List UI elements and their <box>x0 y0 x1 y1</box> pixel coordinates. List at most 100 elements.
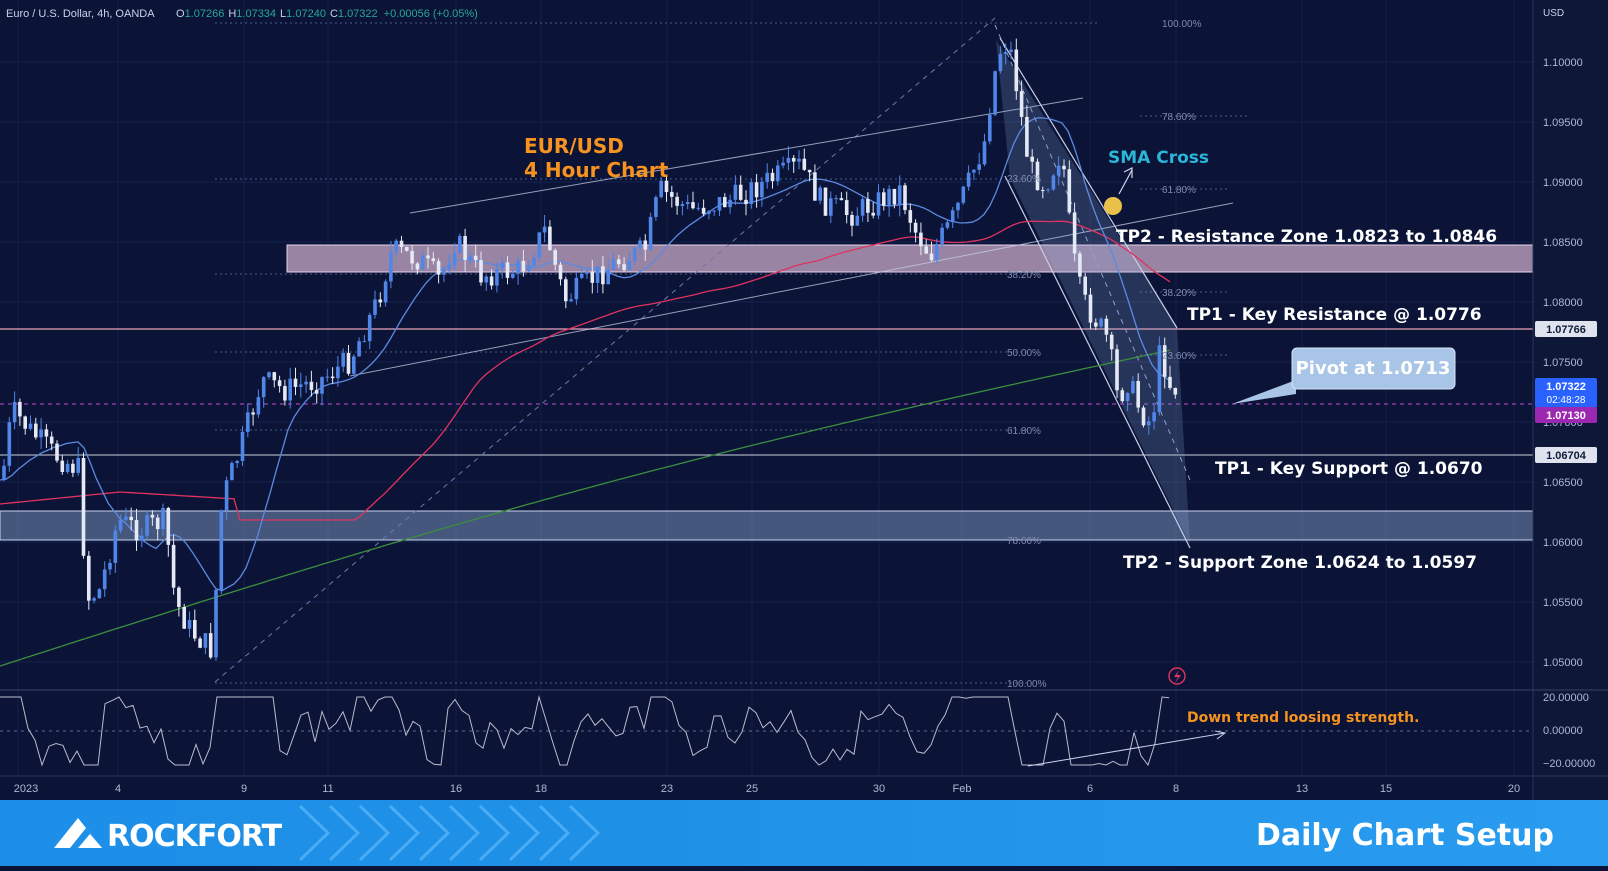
candle-body <box>606 269 610 285</box>
candle-body <box>611 259 616 270</box>
candle-body <box>468 255 473 260</box>
candle-body <box>283 386 287 401</box>
candle-body <box>1019 91 1024 117</box>
candle-body <box>76 457 80 473</box>
price-tag-label: 1.07322 <box>1546 381 1586 393</box>
candle-body <box>940 227 944 244</box>
sma-fast-line <box>0 117 1171 592</box>
candle-body <box>299 384 303 387</box>
candlestick-series <box>2 38 1178 661</box>
candle-body <box>436 261 441 275</box>
candle-body <box>717 197 722 211</box>
candle-body <box>982 141 987 165</box>
price-tick-label: 1.08500 <box>1543 237 1583 249</box>
rsi-axis-ticks: 20.00000 0.00000 −20.00000 <box>1543 692 1595 770</box>
fib-right-236: 23.60% <box>1162 351 1196 362</box>
candle-body <box>553 250 557 265</box>
candle-body <box>839 198 844 201</box>
candle-body <box>224 480 229 511</box>
candle-body <box>691 202 695 209</box>
price-axis-currency: USD <box>1543 8 1564 19</box>
candle-body <box>102 569 107 590</box>
fib-trend-line <box>214 17 996 683</box>
candle-body <box>1009 49 1013 53</box>
candle-body <box>977 164 981 170</box>
candle-body <box>415 263 420 270</box>
candle-body <box>1003 52 1008 54</box>
price-axis-ticks: 1.10000 1.09500 1.09000 1.08500 1.08000 1.075… <box>1543 57 1583 669</box>
candle-body <box>1109 334 1114 350</box>
candle-body <box>749 182 754 205</box>
candle-body <box>495 268 499 286</box>
candle-body <box>1099 318 1103 327</box>
fib-retracement-left <box>215 22 1100 684</box>
date-tick-label: 9 <box>241 783 247 795</box>
candle-body <box>924 246 928 254</box>
price-tag-timer: 02:48:28 <box>1547 395 1586 406</box>
candle-body <box>1072 212 1077 254</box>
candle-body <box>60 460 65 473</box>
candle-body <box>579 273 584 278</box>
candle-body <box>18 401 22 417</box>
candle-body <box>807 169 812 173</box>
candle-body <box>272 372 277 381</box>
candle-body <box>113 530 118 563</box>
candle-body <box>166 507 171 545</box>
candle-body <box>701 207 706 214</box>
candle-body <box>516 260 520 274</box>
candle-body <box>330 376 335 379</box>
candle-body <box>866 199 870 213</box>
footer-bar <box>0 800 1608 866</box>
price-tick-label: 1.06000 <box>1543 537 1583 549</box>
candle-body <box>87 555 91 601</box>
candle-body <box>685 202 690 205</box>
candle-body <box>251 412 255 415</box>
price-tag-label: 1.07130 <box>1546 410 1586 422</box>
candle-body <box>171 544 176 588</box>
candle-body <box>913 222 918 233</box>
candle-body <box>1083 276 1087 295</box>
candle-body <box>55 443 59 461</box>
candle-body <box>383 281 388 303</box>
candle-body <box>426 255 430 259</box>
candle-body <box>1136 381 1140 408</box>
candle-body <box>696 207 701 209</box>
sma-mid-line <box>0 220 1171 521</box>
candle-body <box>177 587 181 607</box>
price-tick-label: 1.09000 <box>1543 177 1583 189</box>
candle-body <box>564 279 568 302</box>
candle-body <box>818 187 822 201</box>
candle-body <box>293 378 298 387</box>
candle-body <box>118 519 123 531</box>
candle-body <box>945 222 950 228</box>
price-tag-label: 1.06704 <box>1546 450 1587 462</box>
pivot-callout <box>1291 347 1456 390</box>
candle-body <box>1147 421 1151 426</box>
candle-body <box>71 463 75 473</box>
candle-body <box>919 232 923 247</box>
footer-brand: ROCKFORT <box>107 819 283 854</box>
candle-body <box>956 202 960 211</box>
tp1-support-label: TP1 - Key Support @ 1.0670 <box>1215 459 1483 479</box>
lightning-icon[interactable] <box>1168 667 1186 685</box>
candle-body <box>484 276 489 283</box>
candle-body <box>198 638 202 648</box>
candle-body <box>648 216 653 250</box>
price-tag <box>1535 378 1597 408</box>
candle-body <box>1152 412 1156 422</box>
candle-body <box>1025 116 1029 157</box>
sma-slow-line <box>0 349 1171 667</box>
candle-body <box>961 186 966 203</box>
candle-body <box>325 376 330 378</box>
date-tick-label: 16 <box>450 783 462 795</box>
candle-body <box>304 381 308 385</box>
candle-body <box>1062 165 1066 170</box>
candle-body <box>558 264 563 280</box>
price-tick-label: 1.07500 <box>1543 357 1583 369</box>
candle-body <box>277 380 282 387</box>
candle-body <box>34 423 38 438</box>
candle-body <box>362 341 367 343</box>
falling-channel-fill <box>996 40 1190 544</box>
candle-body <box>28 423 33 429</box>
